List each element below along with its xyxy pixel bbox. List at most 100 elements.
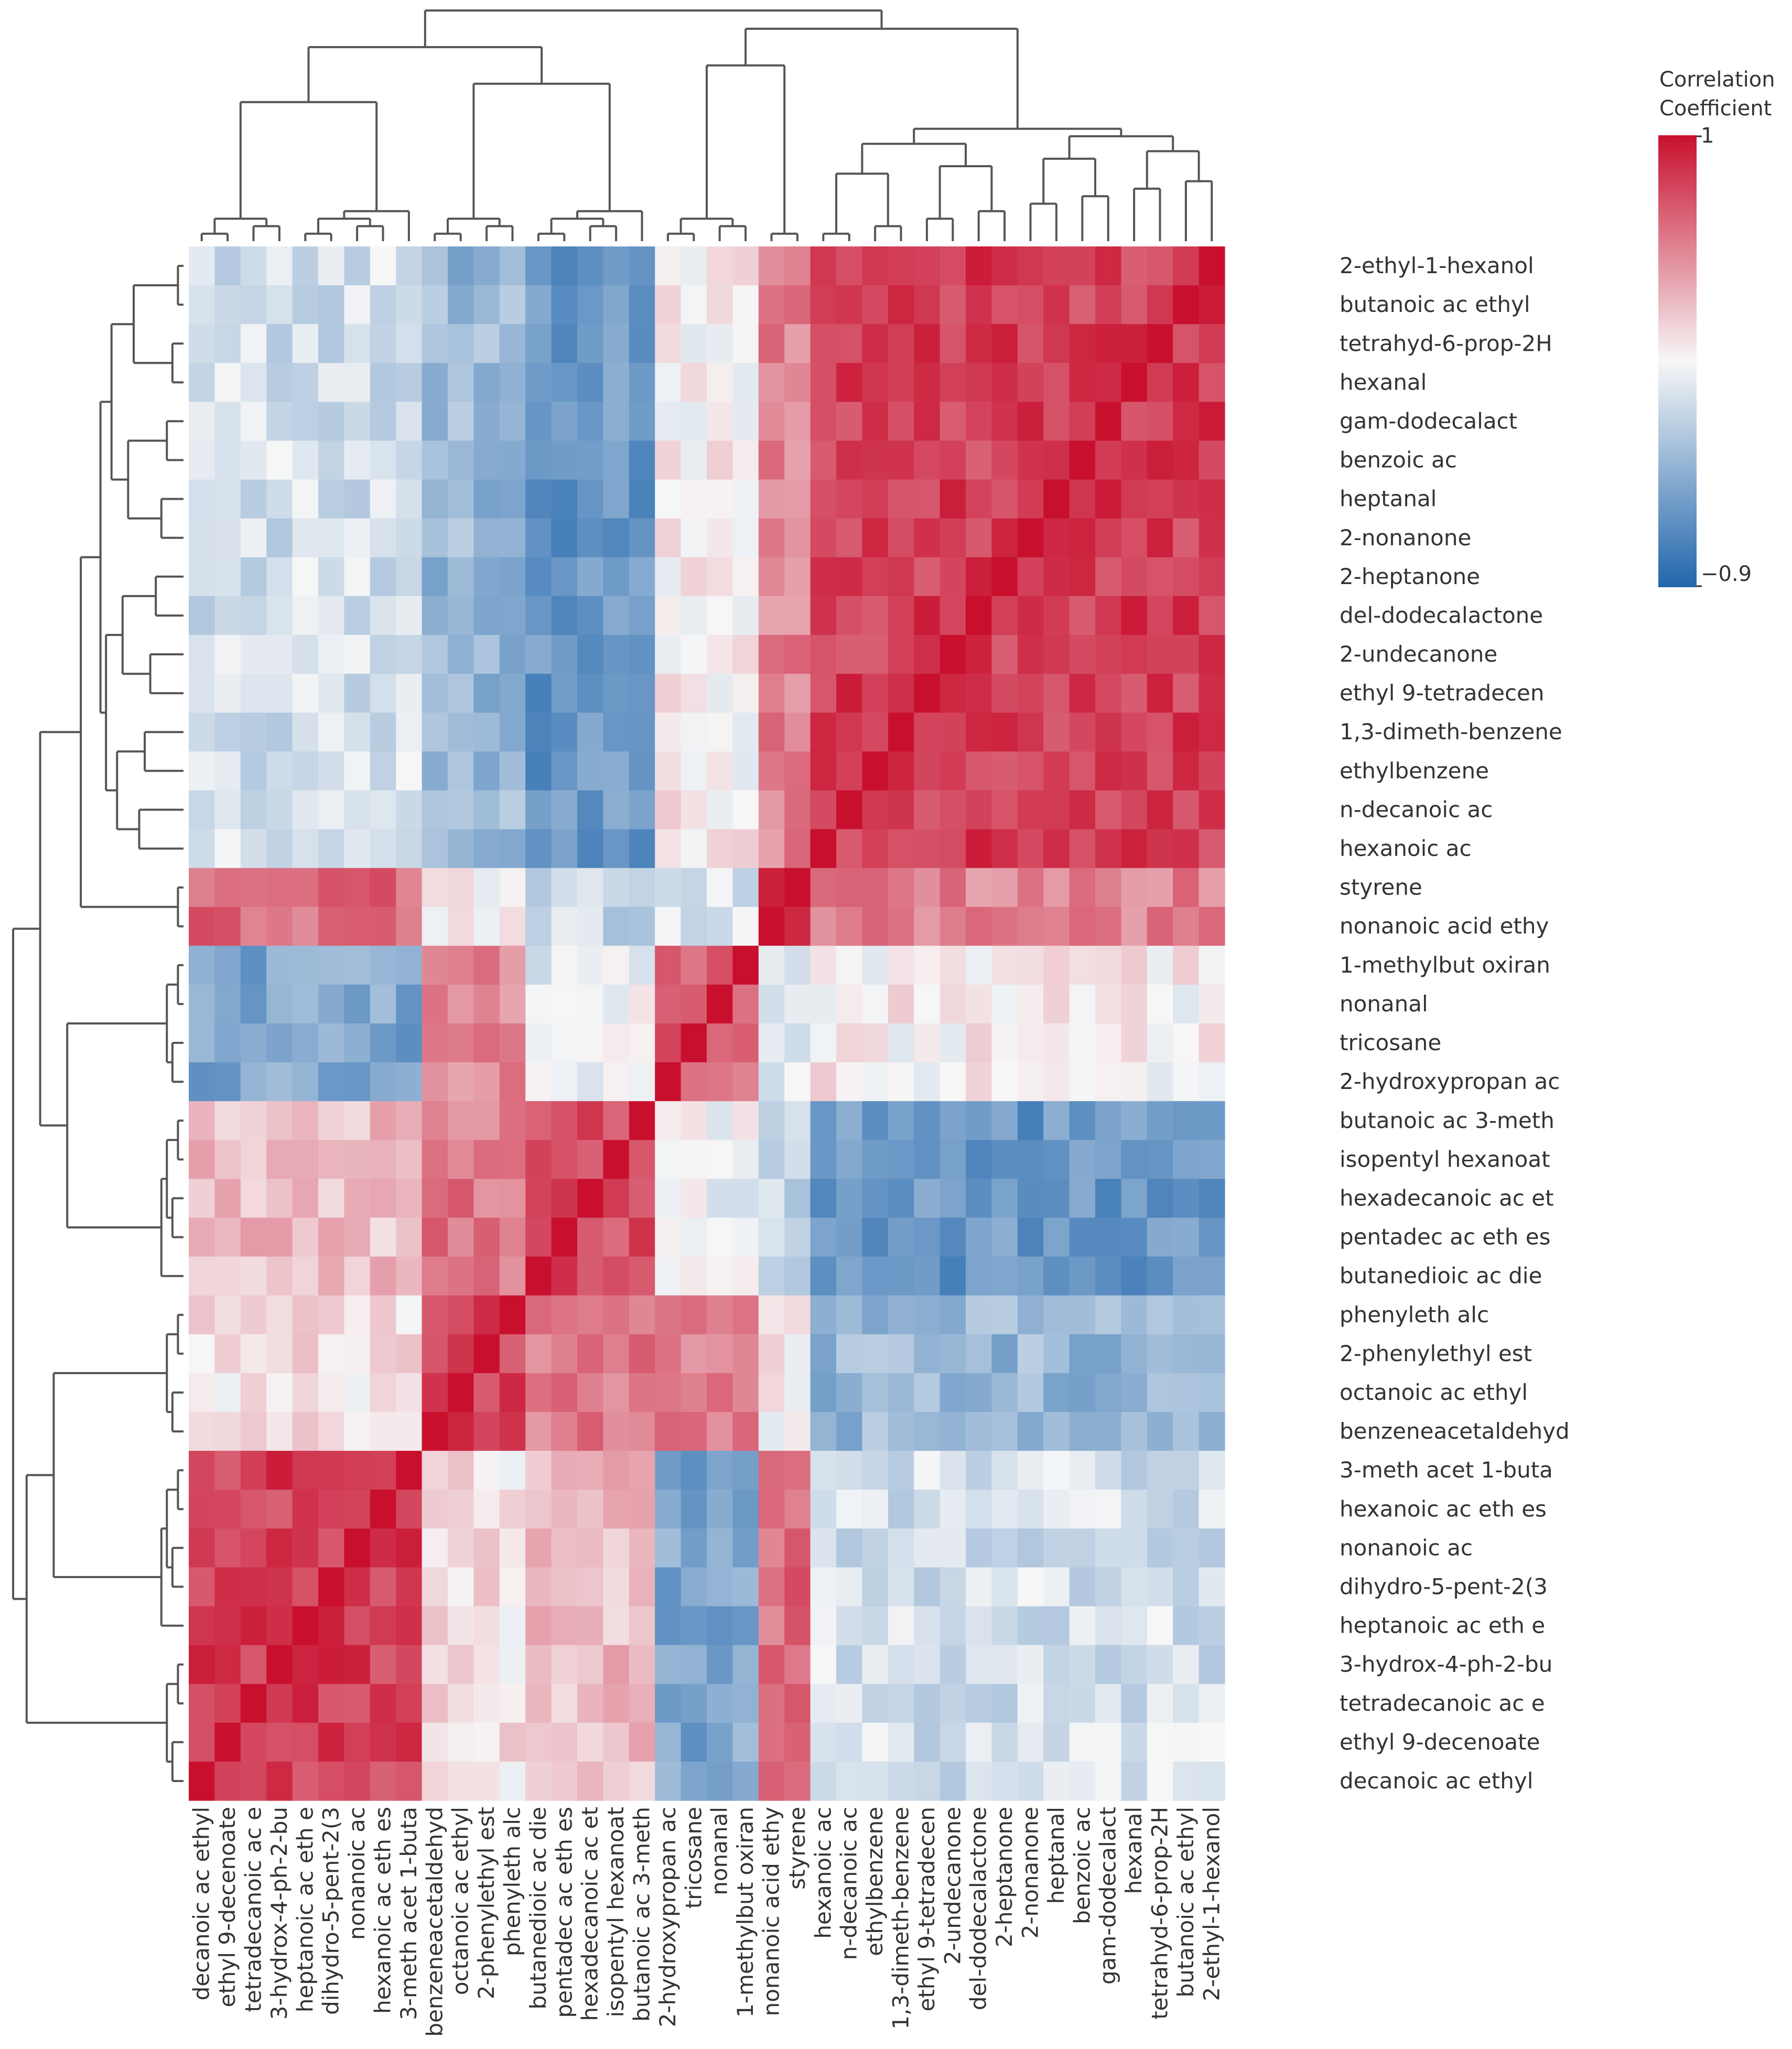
heatmap-cell: [707, 1490, 733, 1529]
heatmap-cell: [1147, 440, 1173, 480]
heatmap-cell: [732, 518, 759, 558]
heatmap-cell: [1173, 1062, 1200, 1102]
heatmap-cell: [1069, 1140, 1096, 1179]
heatmap-cell: [1095, 1722, 1121, 1762]
heatmap-cell: [810, 246, 837, 286]
heatmap-cell: [577, 518, 603, 558]
heatmap-cell: [603, 402, 630, 441]
heatmap-cell: [1043, 635, 1070, 674]
heatmap-cell: [318, 1490, 344, 1529]
heatmap-cell: [1017, 246, 1044, 286]
heatmap-cell: [318, 1761, 344, 1801]
row-label: isopentyl hexanoat: [1340, 1146, 1550, 1172]
column-label: 1-methylbut oxiran: [732, 1807, 758, 2018]
heatmap-cell: [292, 1373, 319, 1412]
heatmap-cell: [499, 1101, 526, 1140]
heatmap-cell: [1121, 945, 1148, 985]
heatmap-cell: [991, 790, 1018, 830]
heatmap-cell: [784, 1722, 811, 1762]
row-label: dihydro-5-pent-2(3: [1340, 1573, 1548, 1599]
heatmap-cell: [914, 1567, 941, 1607]
heatmap-cell: [940, 790, 966, 830]
heatmap-cell: [551, 363, 578, 402]
heatmap-cell: [318, 518, 344, 558]
heatmap-cell: [240, 557, 267, 597]
heatmap-cell: [991, 285, 1018, 325]
heatmap-cell: [1199, 363, 1225, 402]
heatmap-cell: [603, 324, 630, 363]
heatmap-cell: [1121, 790, 1148, 830]
heatmap-cell: [1147, 1062, 1173, 1102]
heatmap-cell: [525, 751, 552, 791]
heatmap-cell: [914, 829, 941, 869]
heatmap-cell: [810, 324, 837, 363]
heatmap-cell: [1173, 518, 1200, 558]
heatmap-cell: [1069, 1722, 1096, 1762]
heatmap-cell: [525, 246, 552, 286]
heatmap-cell: [810, 1373, 837, 1412]
heatmap-cell: [758, 635, 785, 674]
heatmap-cell: [914, 790, 941, 830]
heatmap-cell: [1017, 440, 1044, 480]
heatmap-cell: [422, 1140, 448, 1179]
heatmap-cell: [214, 285, 241, 325]
heatmap-cell: [629, 751, 655, 791]
heatmap-cell: [370, 1217, 396, 1257]
heatmap-cell: [396, 1062, 423, 1102]
heatmap-cell: [1043, 440, 1070, 480]
heatmap-cell: [1121, 713, 1148, 752]
heatmap-cell: [629, 713, 655, 752]
heatmap-cell: [681, 1606, 707, 1646]
heatmap-cell: [214, 1490, 241, 1529]
heatmap-cell: [603, 1528, 630, 1568]
heatmap-cell: [189, 1179, 215, 1218]
heatmap-cell: [914, 713, 941, 752]
heatmap-cell: [784, 1023, 811, 1063]
heatmap-cell: [629, 1101, 655, 1140]
heatmap-cell: [551, 1217, 578, 1257]
heatmap-cell: [473, 324, 500, 363]
heatmap-cell: [473, 790, 500, 830]
heatmap-cell: [1173, 1490, 1200, 1529]
heatmap-cell: [1095, 907, 1121, 946]
heatmap-cell: [1121, 1722, 1148, 1762]
heatmap-cell: [888, 1722, 914, 1762]
heatmap-cell: [940, 868, 966, 908]
heatmap-cell: [914, 1179, 941, 1218]
heatmap-cell: [1017, 751, 1044, 791]
heatmap-cell: [422, 324, 448, 363]
heatmap-cell: [318, 1451, 344, 1490]
heatmap-cell: [318, 1684, 344, 1723]
heatmap-cell: [810, 518, 837, 558]
heatmap-cell: [758, 868, 785, 908]
heatmap-cell: [758, 1567, 785, 1607]
heatmap-cell: [836, 1412, 862, 1451]
row-label: 2-phenylethyl est: [1340, 1341, 1532, 1366]
heatmap-cell: [240, 868, 267, 908]
heatmap-cell: [836, 1217, 862, 1257]
heatmap-cell: [1069, 1761, 1096, 1801]
heatmap-cell: [344, 1101, 371, 1140]
heatmap-cell: [966, 479, 992, 519]
heatmap-cell: [577, 1062, 603, 1102]
heatmap-cell: [1069, 1295, 1096, 1335]
heatmap-cell: [396, 1761, 423, 1801]
heatmap-cell: [1069, 285, 1096, 325]
heatmap-cell: [318, 324, 344, 363]
heatmap-cell: [914, 751, 941, 791]
heatmap-cell: [1043, 1567, 1070, 1607]
heatmap-cell: [473, 1528, 500, 1568]
heatmap-cell: [525, 1412, 552, 1451]
heatmap-cell: [758, 518, 785, 558]
heatmap-cell: [577, 1256, 603, 1296]
heatmap-cell: [1173, 1412, 1200, 1451]
heatmap-cell: [681, 1295, 707, 1335]
heatmap-cell: [1199, 1490, 1225, 1529]
heatmap-cell: [681, 1451, 707, 1490]
heatmap-cell: [1095, 1140, 1121, 1179]
heatmap-cell: [681, 1101, 707, 1140]
heatmap-cell: [396, 1140, 423, 1179]
heatmap-cell: [577, 1295, 603, 1335]
heatmap-cell: [525, 1140, 552, 1179]
heatmap-cell: [1121, 1256, 1148, 1296]
